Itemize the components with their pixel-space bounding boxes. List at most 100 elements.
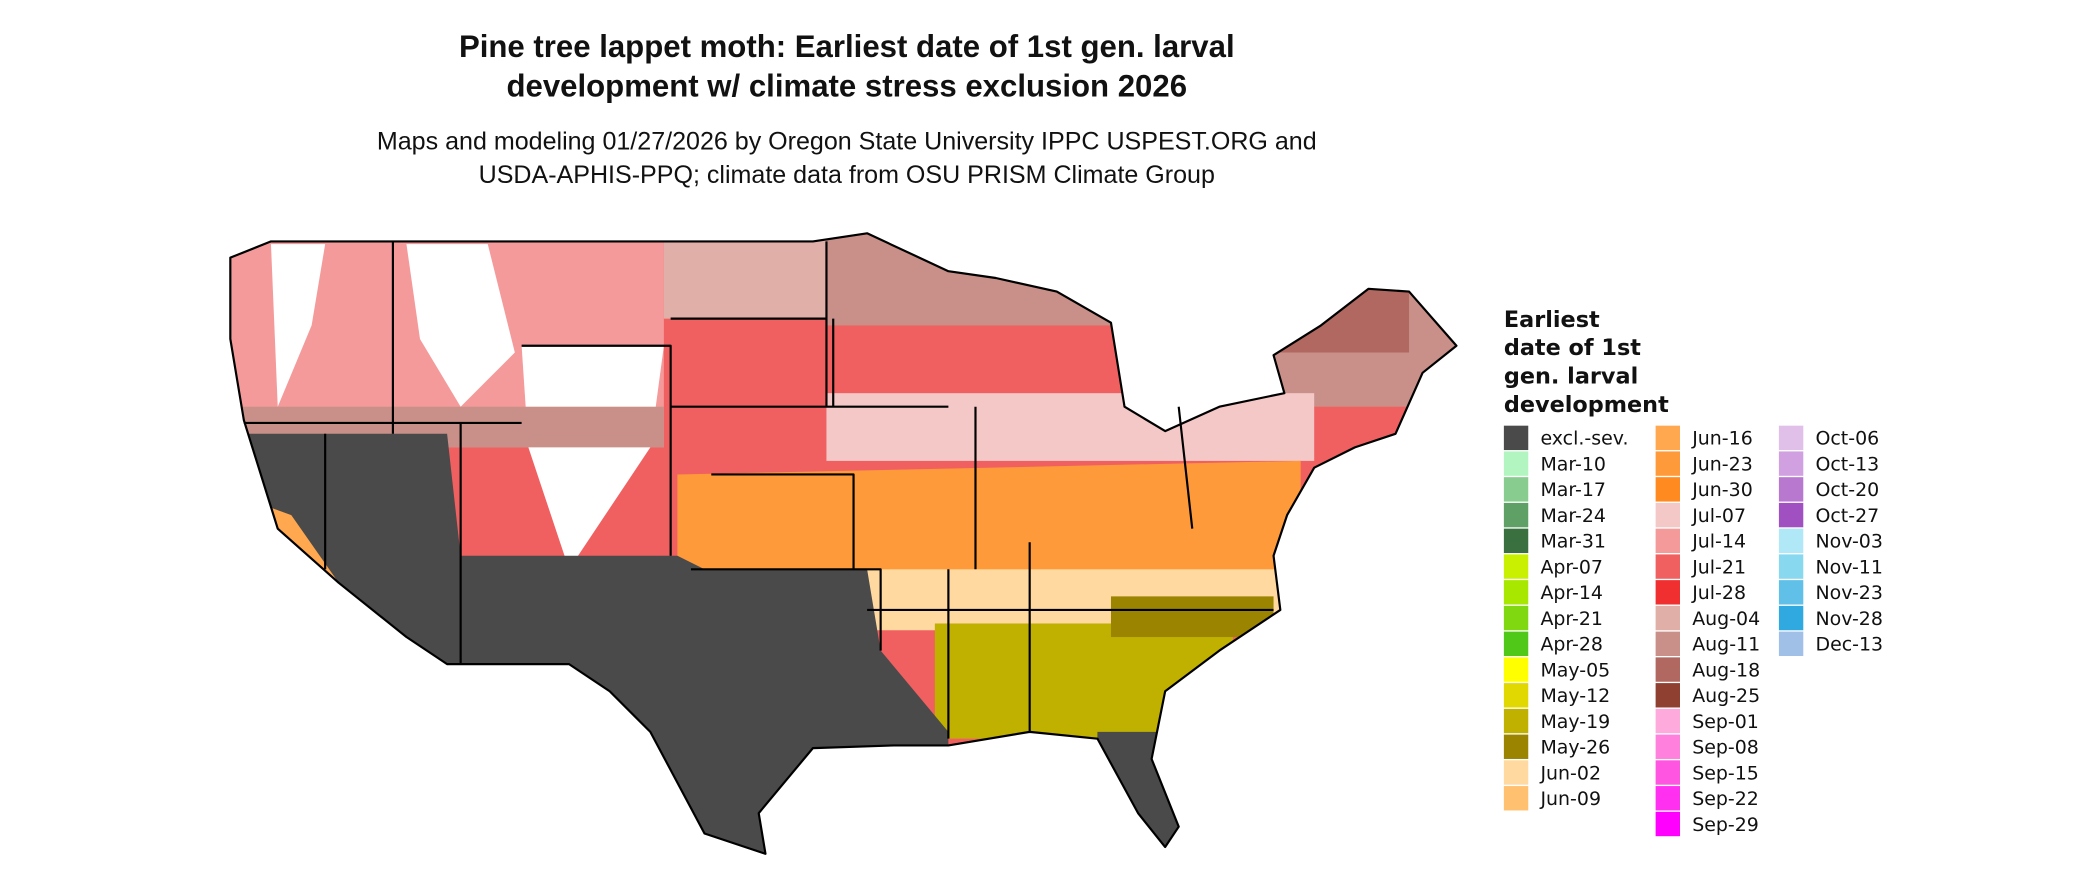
legend-swatch	[1503, 734, 1529, 759]
legend-swatch	[1503, 425, 1529, 451]
legend-swatch	[1503, 554, 1529, 579]
legend-swatch	[1503, 708, 1529, 734]
legend-swatch	[1655, 734, 1680, 759]
legend-swatch	[1655, 657, 1680, 682]
legend-swatch	[1655, 786, 1680, 811]
legend-swatch	[1778, 554, 1804, 579]
legend-swatch	[1655, 477, 1680, 502]
legend-label: Mar-17	[1540, 479, 1606, 501]
legend-label: Nov-03	[1815, 531, 1882, 553]
legend-swatch	[1503, 502, 1529, 528]
legend-label: Mar-24	[1540, 505, 1606, 527]
legend-label: Apr-07	[1540, 556, 1603, 578]
legend-label: Sep-01	[1692, 711, 1759, 733]
legend-swatch	[1778, 502, 1804, 528]
legend-label: Sep-22	[1692, 788, 1759, 810]
legend-swatch	[1503, 631, 1529, 656]
legend-label: Oct-27	[1815, 505, 1879, 527]
legend-label: Jun-02	[1539, 762, 1601, 784]
region	[1097, 731, 1193, 854]
region	[677, 460, 1301, 577]
legend-label: Jul-28	[1691, 582, 1746, 604]
legend-swatch	[1655, 683, 1680, 708]
legend-label: Sep-29	[1692, 814, 1759, 836]
region	[521, 345, 664, 570]
legend-swatch	[1503, 760, 1529, 785]
legend-label: Jun-23	[1691, 453, 1753, 475]
legend-label: Apr-21	[1540, 608, 1603, 630]
legend-label: Nov-11	[1815, 556, 1882, 578]
legend-swatch	[1503, 605, 1529, 631]
legend-label: Dec-13	[1815, 634, 1883, 656]
region	[826, 393, 1315, 461]
legend-label: Aug-18	[1692, 659, 1760, 681]
legend-label: excl.-sev.	[1540, 428, 1628, 450]
legend-label: Nov-23	[1815, 582, 1882, 604]
legend-label: Aug-25	[1692, 685, 1760, 707]
legend-swatch	[1503, 657, 1529, 682]
region	[270, 244, 326, 407]
legend-swatch	[1778, 528, 1804, 554]
legend-swatch	[1778, 580, 1804, 605]
legend-swatch	[1655, 528, 1680, 554]
legend-label: Aug-11	[1692, 634, 1760, 656]
legend-swatch	[1503, 683, 1529, 708]
legend-label: May-05	[1540, 659, 1610, 681]
legend-swatch	[1503, 528, 1529, 554]
legend-swatch	[1778, 425, 1804, 451]
title: development w/ climate stress exclusion …	[506, 68, 1187, 103]
legend-label: Jul-21	[1691, 556, 1746, 578]
region	[1110, 596, 1274, 638]
legend-label: Oct-13	[1815, 453, 1879, 475]
legend-label: May-19	[1540, 711, 1610, 733]
legend-label: Nov-28	[1815, 608, 1882, 630]
legend-swatch	[1778, 477, 1804, 502]
legend-swatch	[1655, 451, 1680, 476]
legend-swatch	[1503, 786, 1529, 811]
region	[406, 244, 515, 407]
legend-swatch	[1655, 425, 1680, 451]
region	[663, 233, 827, 319]
legend-title: gen. larval	[1504, 364, 1638, 390]
legend-swatch	[1778, 605, 1804, 631]
legend-swatch	[1655, 760, 1680, 785]
legend-label: Aug-04	[1692, 608, 1760, 630]
subtitle: USDA-APHIS-PPQ; climate data from OSU PR…	[479, 161, 1215, 189]
legend-label: Apr-14	[1540, 582, 1603, 604]
legend-label: Mar-10	[1540, 453, 1606, 475]
legend-label: May-12	[1540, 685, 1610, 707]
legend-swatch	[1655, 708, 1680, 734]
legend-label: Mar-31	[1540, 531, 1606, 553]
legend-label: Jul-07	[1691, 505, 1746, 527]
legend-label: May-26	[1540, 737, 1610, 759]
legend-label: Sep-15	[1692, 762, 1759, 784]
legend-swatch	[1503, 451, 1529, 476]
legend-swatch	[1778, 451, 1804, 476]
legend-label: Jul-14	[1691, 531, 1746, 553]
legend-title: development	[1504, 392, 1669, 418]
legend-title: Earliest	[1504, 307, 1600, 333]
legend-label: Sep-08	[1692, 737, 1759, 759]
legend-swatch	[1655, 811, 1680, 837]
subtitle: Maps and modeling 01/27/2026 by Oregon S…	[377, 127, 1317, 155]
legend-label: Oct-20	[1815, 479, 1879, 501]
title: Pine tree lappet moth: Earliest date of …	[459, 29, 1235, 64]
legend-label: Jun-09	[1539, 788, 1601, 810]
legend-label: Jun-16	[1691, 428, 1753, 450]
map-fill	[230, 233, 1457, 854]
legend-label: Jun-30	[1691, 479, 1753, 501]
region	[826, 233, 1111, 326]
legend-label: Apr-28	[1540, 634, 1603, 656]
legend-swatch	[1655, 605, 1680, 631]
legend-swatch	[1503, 580, 1529, 605]
state-lines	[243, 241, 1274, 739]
region	[934, 623, 1233, 739]
legend-swatch	[1655, 502, 1680, 528]
legend-label: Oct-06	[1815, 428, 1879, 450]
legend-swatch	[1503, 477, 1529, 502]
legend-swatch	[1655, 580, 1680, 605]
legend-swatch	[1778, 631, 1804, 656]
legend-title: date of 1st	[1504, 335, 1641, 361]
